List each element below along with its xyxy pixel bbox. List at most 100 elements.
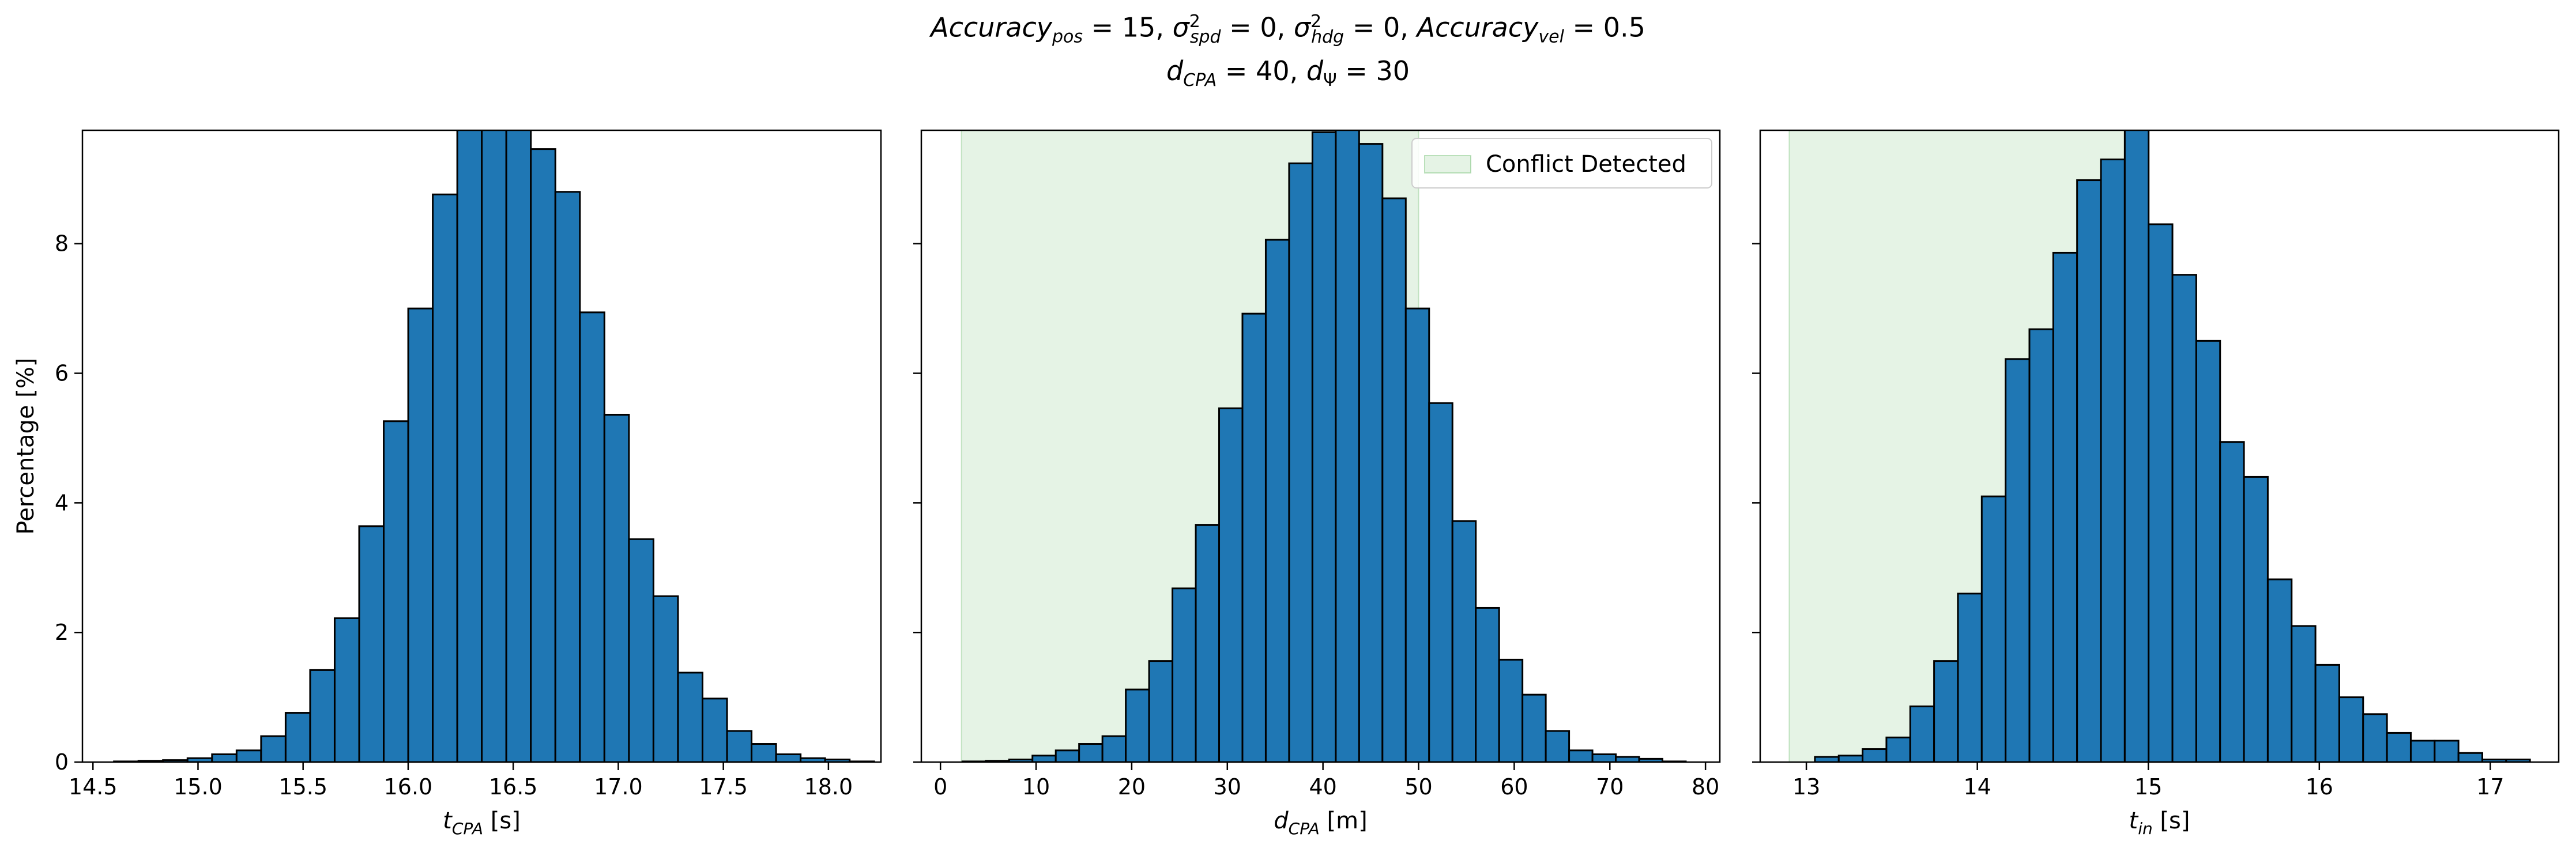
x-tick-label: 16.0 [384, 774, 433, 800]
histogram-bar [1862, 748, 1888, 762]
histogram-bar [775, 753, 802, 762]
histogram-bar [652, 595, 679, 762]
histogram-bar [358, 525, 385, 762]
histogram-panel-1: 14.5 15.0 15.5 16.0 16.5 17.0 17.5 18.0 0 2 4 6 8 tCP… [13, 129, 882, 838]
x-tick-label: 18.0 [804, 774, 853, 800]
histogram-bar [1957, 593, 1983, 762]
histogram-bar [2386, 732, 2412, 762]
histogram-bar [2195, 340, 2221, 762]
legend-box [1411, 138, 1712, 189]
histogram-bar [1980, 495, 2007, 762]
histogram-bar [1885, 736, 1911, 762]
y-tick-label: 8 [55, 231, 69, 257]
x-tick-label: 16 [2306, 774, 2333, 800]
axes-frame [81, 129, 882, 763]
plot-area [1788, 130, 2531, 762]
histogram-bar [726, 730, 753, 762]
histogram-bar [1638, 757, 1663, 762]
x-tick-label: 14.5 [69, 774, 118, 800]
x-axis-label: dCPA [m] [1274, 808, 1367, 838]
histogram-bar [677, 672, 703, 762]
histogram-bar [2028, 328, 2054, 762]
histogram-bar [235, 749, 262, 762]
histogram-bar [628, 538, 654, 762]
histogram-bar [2338, 696, 2364, 762]
histogram-bar [1358, 143, 1384, 762]
histogram-bar [530, 148, 556, 762]
x-tick-label: 17.0 [594, 774, 643, 800]
histogram-bar [2434, 740, 2460, 762]
legend-swatch [1424, 155, 1471, 174]
histogram-bar [751, 743, 777, 762]
histogram-bar [456, 130, 483, 762]
histogram-bar [432, 193, 458, 762]
y-tick-label: 6 [55, 361, 69, 386]
histogram-bar [1522, 693, 1547, 762]
histogram-bar [1335, 130, 1360, 762]
histogram-bar [1428, 402, 1453, 762]
histogram-bar [1475, 606, 1500, 762]
histogram-bar [2243, 476, 2269, 762]
legend: Conflict Detected [1411, 138, 1712, 189]
histogram-bar [2219, 441, 2245, 762]
x-tick-label: 50 [1404, 774, 1432, 800]
x-tick-label: 16.5 [489, 774, 538, 800]
legend-label: Conflict Detected [1486, 151, 1686, 178]
histogram-bar [1381, 197, 1407, 762]
histogram-bar [407, 307, 434, 762]
x-tick-label: 15.5 [278, 774, 327, 800]
histogram-bar [1909, 705, 1935, 762]
x-tick-label: 15 [2134, 774, 2162, 800]
histogram-bar [1498, 658, 1524, 762]
histogram-bar [1568, 749, 1594, 762]
x-tick-label: 40 [1309, 774, 1336, 800]
x-tick-label: 13 [1792, 774, 1820, 800]
histogram-bar [1101, 735, 1127, 762]
x-tick-label: 15.0 [174, 774, 223, 800]
histogram-bar [1031, 755, 1057, 762]
histogram-bar [1288, 162, 1313, 762]
x-tick-label: 60 [1500, 774, 1528, 800]
histogram-bar [554, 191, 581, 762]
figure-title-line-2: dCPA = 40, dΨ = 30 [1166, 55, 1410, 91]
histogram-panel-3: 13 14 15 16 17 tin [s] [1752, 129, 2560, 838]
histogram-bar [2409, 740, 2436, 762]
histogram-bar [2266, 578, 2293, 762]
x-tick-label: 17 [2476, 774, 2504, 800]
x-tick-label: 14 [1963, 774, 1991, 800]
histogram-bar [333, 617, 360, 762]
plot-area [961, 130, 1687, 762]
histogram-bar [1591, 753, 1617, 762]
histogram-bar [1195, 524, 1221, 762]
histogram-bar [481, 130, 507, 762]
histogram-bar [1218, 407, 1244, 762]
histogram-bar [1078, 743, 1104, 762]
histogram-bar [2123, 130, 2150, 762]
histogram-bar [1933, 660, 1959, 762]
histogram-bar [1264, 239, 1290, 762]
histogram-bar [1125, 688, 1150, 762]
x-tick-label: 0 [933, 774, 947, 800]
histogram-bar [2171, 274, 2197, 762]
histogram-bar [1814, 756, 1840, 762]
y-axis-label: Percentage [%] [13, 358, 39, 535]
histogram-bar [2291, 625, 2317, 762]
histogram-bar [284, 712, 311, 762]
histogram-bar [2148, 223, 2174, 762]
x-tick-label: 10 [1022, 774, 1050, 800]
histogram-bar [1172, 587, 1197, 762]
histogram-bar [1837, 755, 1864, 762]
histogram-bar [505, 130, 532, 762]
histogram-bar [1311, 131, 1337, 762]
histogram-bar [1148, 660, 1174, 762]
y-tick-label: 4 [55, 490, 69, 515]
histogram-bar [1404, 307, 1430, 762]
histogram-bar [211, 753, 238, 762]
histogram-panel-2: 0 10 20 30 40 50 60 70 80 dCPA [m] Conflict Detect… [913, 129, 1721, 838]
histogram-bar [383, 420, 409, 762]
histogram-bar [2457, 752, 2483, 762]
axes-frame [920, 129, 1721, 763]
x-tick-label: 70 [1596, 774, 1624, 800]
x-tick-label: 17.5 [699, 774, 748, 800]
